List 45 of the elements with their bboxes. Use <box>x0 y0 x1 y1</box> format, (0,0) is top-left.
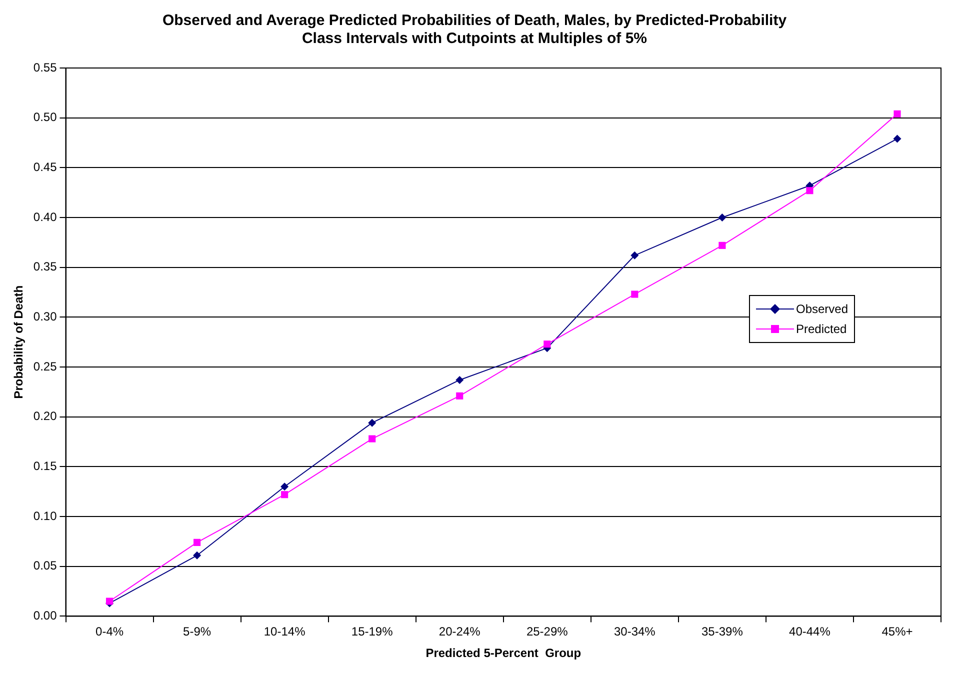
point <box>544 340 551 348</box>
y-tick-label: 0.00 <box>33 608 58 623</box>
y-tick-label: 0.05 <box>33 558 58 573</box>
x-tick-label: 45%+ <box>882 624 913 639</box>
point <box>194 538 201 546</box>
y-tick-label: 0.55 <box>33 60 58 74</box>
y-tick-label: 0.30 <box>33 309 58 324</box>
y-tick-label: 0.25 <box>33 359 58 374</box>
legend-label: Observed <box>796 301 848 318</box>
x-tick-label: 10-14% <box>264 624 306 639</box>
point <box>894 110 901 118</box>
x-tick-label: 0-4% <box>96 624 124 639</box>
y-tick-label: 0.50 <box>33 110 58 124</box>
y-tick-label: 0.10 <box>33 508 58 523</box>
point <box>193 551 202 560</box>
x-tick-label: 40-44% <box>789 624 831 639</box>
point <box>806 187 814 194</box>
point <box>630 251 639 260</box>
y-tick-label: 0.15 <box>33 459 58 474</box>
point <box>368 418 376 427</box>
x-tick-label: 25-29% <box>526 624 568 639</box>
x-axis-title: Predicted 5-Percent Group <box>426 646 582 660</box>
y-tick-label: 0.20 <box>33 409 58 424</box>
legend-label: Predicted <box>796 321 847 338</box>
point <box>718 242 726 249</box>
point <box>718 214 726 222</box>
point <box>368 435 376 442</box>
y-tick-label: 0.45 <box>33 160 58 174</box>
point <box>456 376 464 384</box>
x-tick-label: 30-34% <box>614 624 656 639</box>
point <box>280 482 289 491</box>
x-tick-label: 20-24% <box>438 624 481 639</box>
point <box>893 134 902 143</box>
y-axis-title: Probability of Death <box>12 285 26 399</box>
x-tick-label: 5-9% <box>183 624 212 639</box>
text: Class Intervals with Cutpoints at Multiples of 5% <box>302 30 648 48</box>
y-tick-label: 0.40 <box>33 210 58 224</box>
text: Observed and Average Predicted Probabilities of Death, Males, by Predicted-Probability <box>162 12 787 30</box>
y-tick-label: 0.35 <box>33 260 58 274</box>
x-tick-label: 15-19% <box>351 624 394 639</box>
point <box>281 491 288 498</box>
point <box>106 598 114 605</box>
point <box>456 392 464 400</box>
point <box>631 290 638 298</box>
x-tick-label: 35-39% <box>702 624 744 639</box>
